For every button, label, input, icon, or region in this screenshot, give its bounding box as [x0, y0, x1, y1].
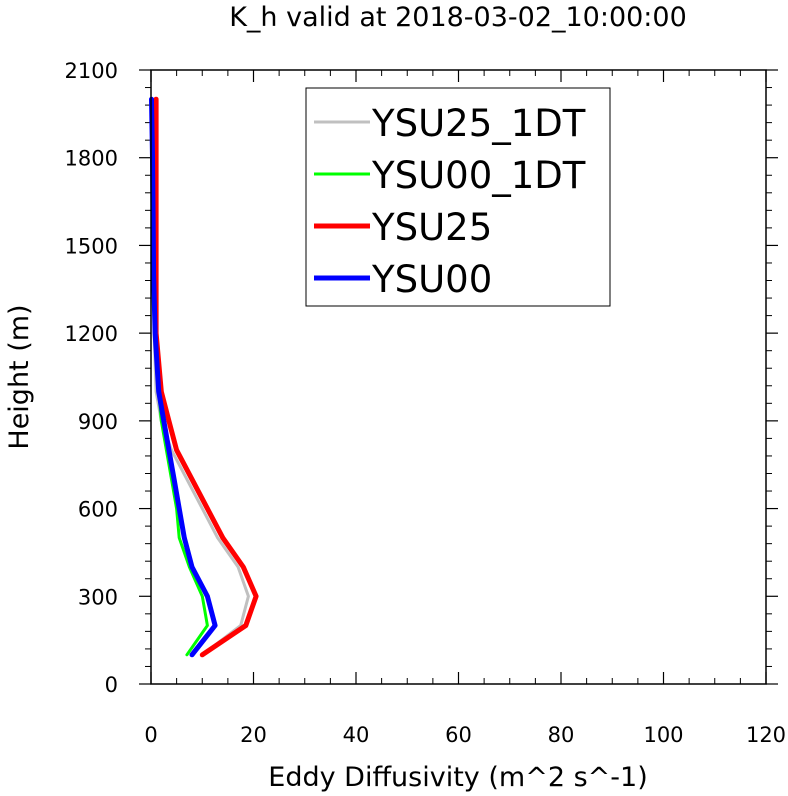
x-tick-label: 100: [643, 723, 683, 747]
legend-label: YSU25_1DT: [371, 102, 586, 145]
legend-label: YSU00_1DT: [371, 154, 586, 197]
y-tick-label: 900: [78, 410, 118, 434]
plot-frame: [150, 69, 767, 685]
x-tick-label: 80: [548, 723, 575, 747]
chart-title: K_h valid at 2018-03-02_10:00:00: [229, 2, 687, 33]
legend: YSU25_1DT YSU00_1DT YSU25 YSU00: [305, 87, 611, 307]
legend-box: [305, 87, 611, 307]
y-tick-label: 600: [78, 498, 118, 522]
series-layer: [149, 96, 259, 658]
y-tick-labels: 0 300 600 900 1200 1500 1800 2100: [65, 59, 118, 697]
x-tick-labels: 0 20 40 60 80 100 120: [144, 723, 786, 747]
y-tick-label: 2100: [65, 59, 118, 83]
y-tick-label: 1500: [65, 234, 118, 258]
series-line-ysu00: [149, 96, 218, 658]
x-tick-label: 60: [445, 723, 472, 747]
legend-label: YSU25: [371, 206, 492, 249]
x-tick-label: 0: [144, 723, 157, 747]
legend-label: YSU00: [371, 258, 492, 301]
y-tick-label: 300: [78, 585, 118, 609]
y-axis-label: Height (m): [4, 304, 35, 449]
x-axis-label: Eddy Diffusivity (m^2 s^-1): [268, 762, 647, 793]
y-tick-label: 1200: [65, 322, 118, 346]
series-line-ysu25: [153, 96, 259, 658]
x-tick-label: 40: [343, 723, 370, 747]
series-line-ysu25-1dt: [150, 97, 250, 657]
x-tick-label: 120: [746, 723, 786, 747]
y-tick-label: 0: [105, 673, 118, 697]
x-tick-label: 20: [240, 723, 267, 747]
y-tick-label: 1800: [65, 147, 118, 171]
